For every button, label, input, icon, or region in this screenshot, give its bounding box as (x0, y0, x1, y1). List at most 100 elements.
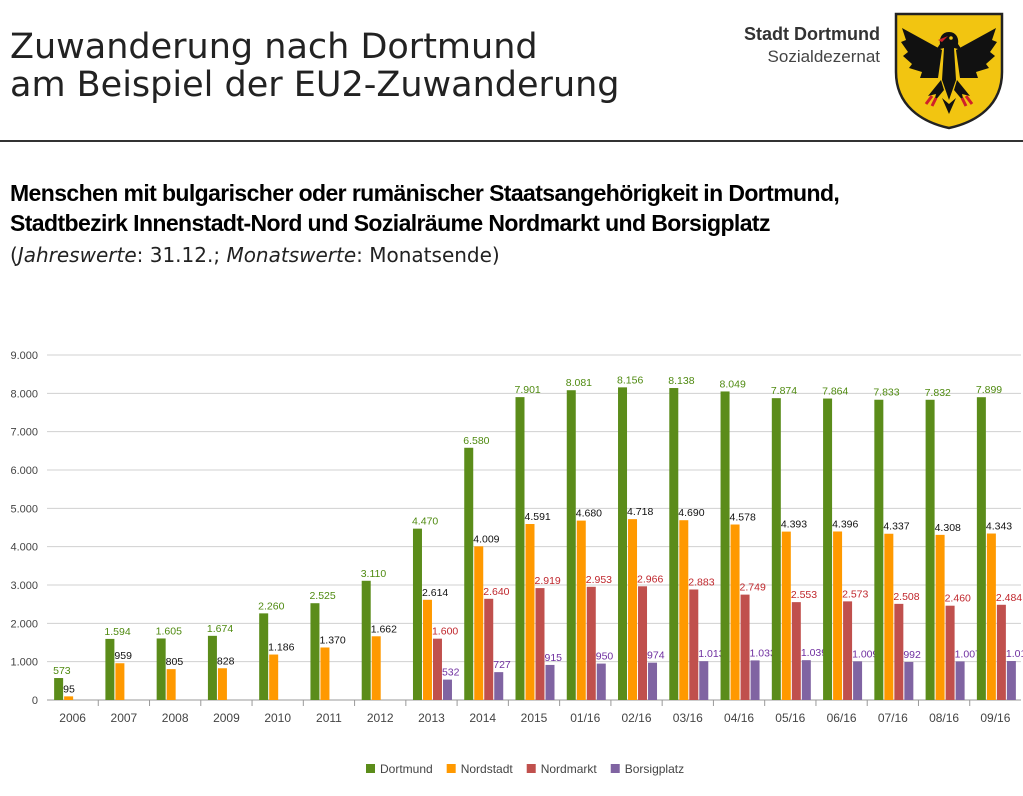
data-label-nordstadt: 805 (166, 656, 184, 668)
data-label-nordstadt: 1.662 (371, 623, 397, 635)
bar-nordmarkt (638, 586, 648, 700)
data-label-nordmarkt: 2.484 (996, 592, 1022, 604)
data-label-nordmarkt: 2.919 (535, 575, 561, 587)
data-label-borsigplatz: 1.013 (698, 648, 724, 660)
bar-borsigplatz (904, 661, 914, 700)
header-divider (0, 140, 1023, 142)
bar-nordstadt (730, 524, 740, 700)
data-label-nordmarkt: 2.508 (893, 591, 919, 603)
bar-nordmarkt (945, 605, 955, 700)
data-label-dortmund: 4.470 (412, 516, 438, 528)
data-label-borsigplatz: 1.033 (750, 647, 776, 659)
bar-dortmund (464, 447, 474, 700)
data-label-dortmund: 1.594 (104, 626, 130, 638)
dortmund-eagle-crest-icon (894, 12, 1004, 130)
bar-dortmund (925, 399, 935, 700)
subtitle-note: (Jahreswerte: 31.12.; Monatswerte: Monat… (10, 240, 1010, 270)
data-label-dortmund: 7.901 (515, 384, 541, 396)
bar-nordstadt (115, 663, 125, 700)
legend-label-borsigplatz: Borsigplatz (625, 762, 684, 776)
legend-swatch-dortmund (366, 764, 375, 773)
bar-nordmarkt (689, 589, 699, 700)
bar-dortmund (771, 398, 781, 700)
x-tick-label: 02/16 (622, 711, 652, 725)
data-label-dortmund: 3.110 (361, 568, 387, 580)
page-title-line2: am Beispiel der EU2-Zuwanderung (10, 65, 620, 105)
bar-dortmund (259, 613, 269, 700)
bar-nordstadt (217, 668, 227, 700)
note-term-jahreswerte: Jahreswerte (17, 243, 137, 267)
x-tick-label: 08/16 (929, 711, 959, 725)
x-tick-label: 2013 (418, 711, 445, 725)
bar-borsigplatz (853, 661, 863, 700)
x-tick-label: 05/16 (775, 711, 805, 725)
bar-dortmund (310, 603, 320, 700)
x-tick-label: 04/16 (724, 711, 754, 725)
data-label-nordstadt: 4.578 (730, 512, 756, 524)
bar-dortmund (874, 399, 884, 700)
data-label-nordmarkt: 1.600 (432, 626, 458, 638)
subtitle-line1: Menschen mit bulgarischer oder rumänisch… (10, 180, 840, 206)
data-label-dortmund: 8.156 (617, 374, 643, 386)
y-tick-label: 3.000 (10, 580, 38, 592)
bar-dortmund (207, 635, 217, 700)
bar-nordstadt (628, 519, 638, 700)
bar-dortmund (823, 398, 833, 700)
data-label-dortmund: 8.138 (668, 375, 694, 387)
bar-dortmund (156, 638, 166, 700)
bar-nordstadt (986, 533, 996, 700)
bar-nordmarkt (740, 594, 750, 700)
data-label-nordstadt: 1.370 (319, 634, 345, 646)
data-label-nordstadt: 2.614 (422, 587, 448, 599)
bar-borsigplatz (442, 679, 452, 700)
data-label-dortmund: 8.081 (566, 377, 592, 389)
data-label-nordmarkt: 2.953 (586, 574, 612, 586)
bar-nordstadt (833, 531, 843, 700)
data-label-nordstadt: 4.718 (627, 506, 653, 518)
data-label-borsigplatz: 1.039 (801, 647, 827, 659)
data-label-dortmund: 1.674 (207, 623, 233, 635)
bar-nordstadt (935, 534, 945, 700)
bar-borsigplatz (545, 664, 555, 700)
data-label-borsigplatz: 992 (903, 649, 921, 661)
bar-nordstadt (474, 546, 484, 700)
bar-nordstadt (576, 520, 586, 700)
bar-dortmund (566, 390, 576, 700)
bar-nordmarkt (843, 601, 853, 700)
x-tick-label: 2007 (111, 711, 138, 725)
bar-nordstadt (269, 654, 279, 700)
data-label-dortmund: 573 (53, 665, 71, 677)
bar-nordmarkt (586, 586, 596, 700)
data-label-nordstadt: 1.186 (268, 642, 294, 654)
bar-borsigplatz (494, 672, 504, 700)
bar-nordstadt (884, 533, 894, 700)
bar-nordstadt (422, 599, 432, 700)
bar-dortmund (976, 397, 986, 700)
x-tick-label: 2009 (213, 711, 240, 725)
y-tick-label: 6.000 (10, 465, 38, 477)
data-label-nordstadt: 4.343 (986, 521, 1012, 533)
y-tick-label: 5.000 (10, 503, 38, 515)
bar-borsigplatz (955, 661, 965, 700)
bar-borsigplatz (699, 661, 709, 700)
brand-department: Sozialdezernat (767, 47, 880, 66)
x-tick-label: 2010 (264, 711, 291, 725)
data-label-nordstadt: 4.308 (935, 522, 961, 534)
y-tick-label: 2.000 (10, 618, 38, 630)
brand-block: Stadt Dortmund Sozialdezernat (744, 24, 880, 67)
y-tick-label: 7.000 (10, 427, 38, 439)
bar-dortmund (515, 397, 525, 700)
bar-borsigplatz (648, 662, 658, 700)
bar-dortmund (54, 678, 64, 700)
x-tick-label: 03/16 (673, 711, 703, 725)
data-label-borsigplatz: 1.017 (1006, 648, 1023, 660)
bar-dortmund (618, 387, 628, 700)
x-tick-label: 01/16 (570, 711, 600, 725)
data-label-dortmund: 2.525 (309, 590, 335, 602)
data-label-nordstadt: 4.690 (678, 507, 704, 519)
data-label-nordstadt: 959 (114, 650, 132, 662)
legend-swatch-nordstadt (446, 764, 456, 773)
legend-swatch-borsigplatz (610, 764, 620, 773)
page-title-line1: Zuwanderung nach Dortmund (10, 27, 538, 67)
bar-borsigplatz (801, 660, 811, 700)
